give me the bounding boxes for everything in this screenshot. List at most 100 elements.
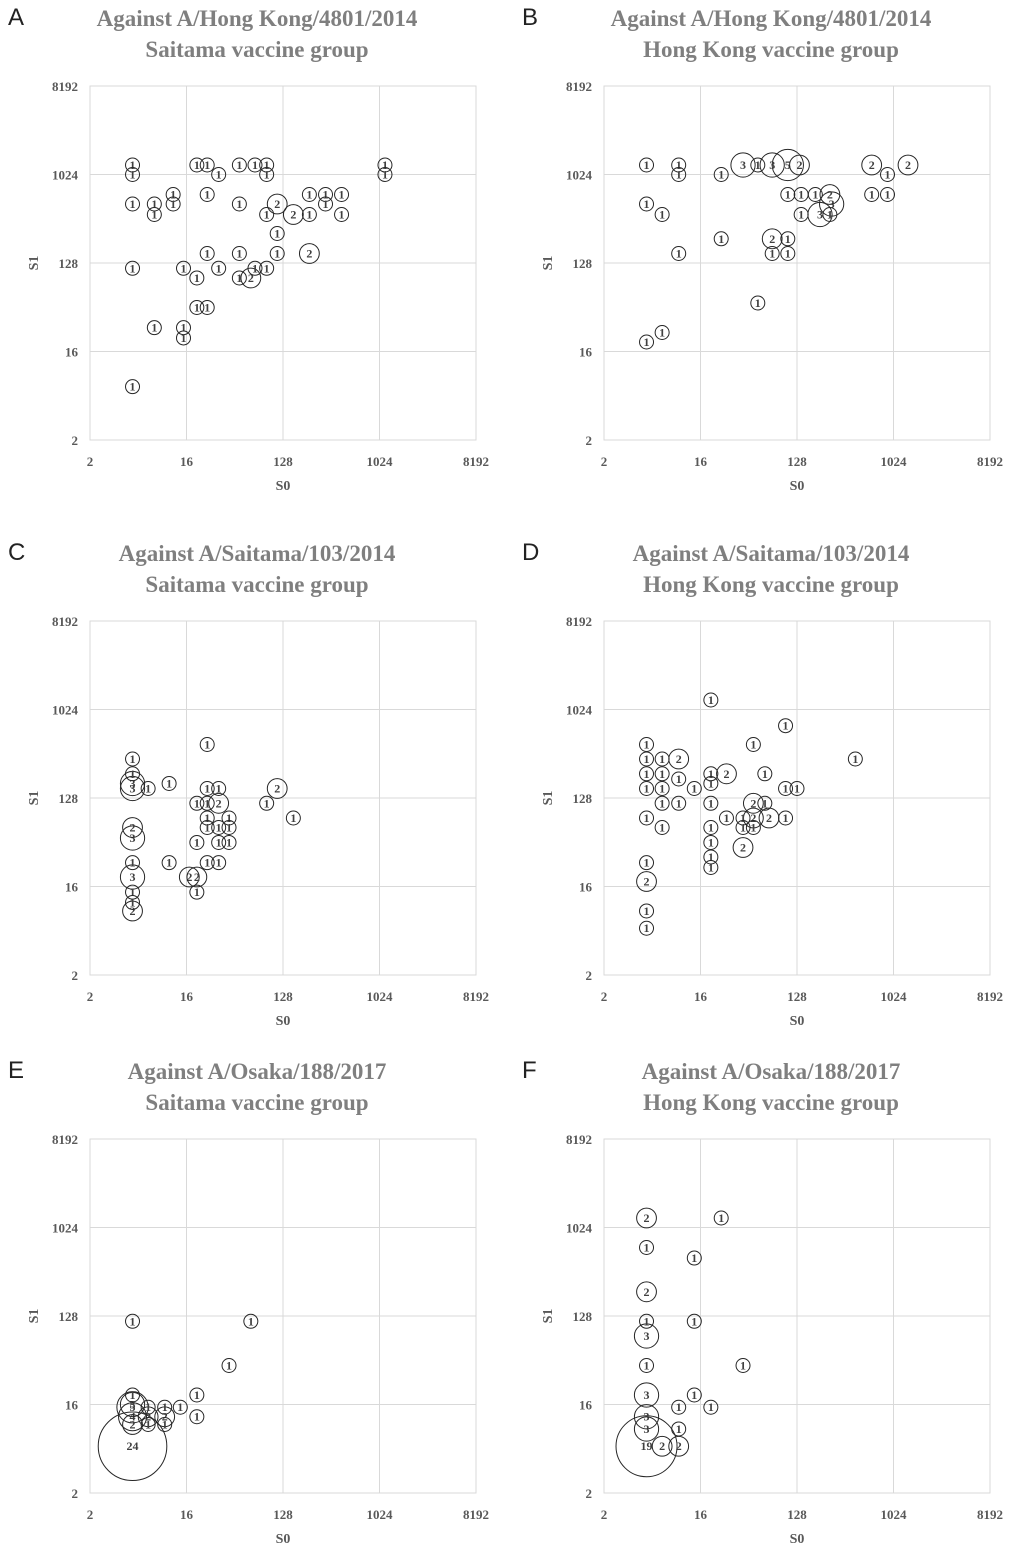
bubble — [211, 855, 227, 871]
data-point: 1 — [703, 849, 719, 865]
bubble-count-label: 1 — [323, 197, 329, 211]
data-point: 1 — [745, 736, 761, 752]
data-point: 1 — [231, 246, 247, 262]
y-axis-label: S1 — [27, 1309, 42, 1324]
bubble-count-label: 1 — [339, 188, 345, 202]
bubble-count-label: 3 — [130, 782, 136, 796]
bubble — [654, 325, 670, 341]
bubble-count-label: 1 — [644, 1241, 650, 1255]
bubble — [750, 157, 766, 173]
x-tick-label: 8192 — [463, 989, 489, 1004]
bubble-count-label: 1 — [130, 767, 136, 781]
y-axis-label: S1 — [27, 256, 42, 271]
bubble-count-label: 24 — [127, 1439, 139, 1453]
bubble — [847, 751, 863, 767]
data-point: 1 — [301, 207, 317, 223]
bubble-count-label: 1 — [644, 335, 650, 349]
data-point: 1 — [125, 260, 141, 276]
data-point: 1 — [807, 187, 823, 203]
bubble-count-label: 1 — [783, 782, 789, 796]
chart-subtitle: Saitama vaccine group — [145, 572, 369, 597]
bubble — [189, 1387, 205, 1403]
bubble-count-label: 1 — [151, 197, 157, 211]
bubble — [211, 260, 227, 276]
bubble-count-label: 1 — [145, 1418, 151, 1432]
bubble-count-label: 1 — [130, 1314, 136, 1328]
data-point: 1 — [125, 894, 141, 910]
bubble — [764, 246, 780, 262]
data-point: 1 — [639, 766, 655, 782]
data-point: 3 — [119, 770, 146, 797]
bubble-count-label: 2 — [676, 1439, 682, 1453]
bubble — [703, 849, 719, 865]
data-point: 1 — [654, 766, 670, 782]
bubble — [221, 834, 237, 850]
data-point: 2 — [742, 807, 764, 829]
bubble — [671, 167, 687, 182]
data-point: 1 — [671, 1421, 687, 1437]
data-point: 1 — [639, 157, 655, 173]
bubble-count-label: 1 — [769, 247, 775, 261]
bubble-count-label: 1 — [812, 188, 818, 202]
x-tick-label: 2 — [601, 454, 608, 469]
bubble-count-label: 1 — [162, 1418, 168, 1432]
bubble-count-label: 1 — [216, 835, 222, 849]
bubble — [703, 1399, 719, 1415]
bubble-count-label: 2 — [905, 158, 911, 172]
bubble — [735, 810, 751, 826]
bubble-count-label: 2 — [162, 1410, 168, 1424]
bubble — [122, 900, 143, 922]
bubble-count-label: 2 — [306, 247, 312, 261]
bubble — [189, 834, 205, 850]
y-tick-label: 128 — [573, 1309, 593, 1324]
x-tick-label: 8192 — [463, 1507, 489, 1522]
data-point: 1 — [231, 270, 247, 286]
panel-letter: F — [522, 1057, 537, 1084]
data-point: 5 — [771, 148, 804, 182]
data-point: 2 — [122, 900, 143, 922]
bubble-count-label: 1 — [718, 232, 724, 246]
bubble-count-label: 1 — [130, 261, 136, 275]
data-point: 1 — [165, 187, 181, 203]
data-point: 1 — [654, 325, 670, 341]
y-tick-label: 8192 — [52, 614, 78, 629]
data-point: 3 — [730, 152, 756, 178]
bubble — [778, 781, 794, 797]
bubble — [654, 781, 670, 797]
data-point: 1 — [125, 167, 141, 182]
data-point: 1 — [639, 196, 655, 212]
x-tick-label: 2 — [601, 989, 608, 1004]
bubble-count-label: 1 — [204, 796, 210, 810]
x-tick-label: 1024 — [881, 454, 908, 469]
chart-panel-e: E Against A/Osaka/188/2017 Saitama vaccine… — [0, 1053, 514, 1562]
bubble-count-label: 1 — [248, 1314, 254, 1328]
bubble — [633, 1404, 660, 1430]
data-point: 1 — [269, 226, 285, 241]
data-point: 1 — [259, 260, 275, 276]
bubble-count-label: 2 — [740, 841, 746, 855]
bubble-count-label: 2 — [796, 158, 802, 172]
data-point: 1 — [125, 379, 141, 395]
bubble-count-label: 1 — [204, 188, 210, 202]
bubble — [639, 334, 655, 350]
x-tick-label: 1024 — [367, 1507, 394, 1522]
bubble-count-label: 1 — [676, 168, 682, 182]
bubble — [125, 1387, 141, 1403]
bubble — [259, 260, 275, 276]
y-tick-label: 8192 — [566, 79, 592, 94]
bubble-count-label: 1 — [783, 719, 789, 733]
bubble — [318, 187, 334, 203]
y-tick-label: 2 — [72, 433, 79, 448]
scatter-plot: 2216161281281024102481928192S0S119333322… — [541, 1132, 1003, 1547]
data-point: 1 — [301, 187, 317, 203]
bubble-count-label: 2 — [766, 811, 772, 825]
bubble-count-label: 1 — [181, 331, 187, 345]
bubble — [745, 736, 761, 752]
bubble — [285, 810, 301, 826]
bubble-count-label: 1 — [216, 856, 222, 870]
bubble — [671, 1399, 687, 1415]
bubble — [165, 187, 181, 203]
bubble — [186, 866, 208, 888]
bubble — [157, 1417, 173, 1433]
bubble-count-label: 1 — [798, 208, 804, 222]
